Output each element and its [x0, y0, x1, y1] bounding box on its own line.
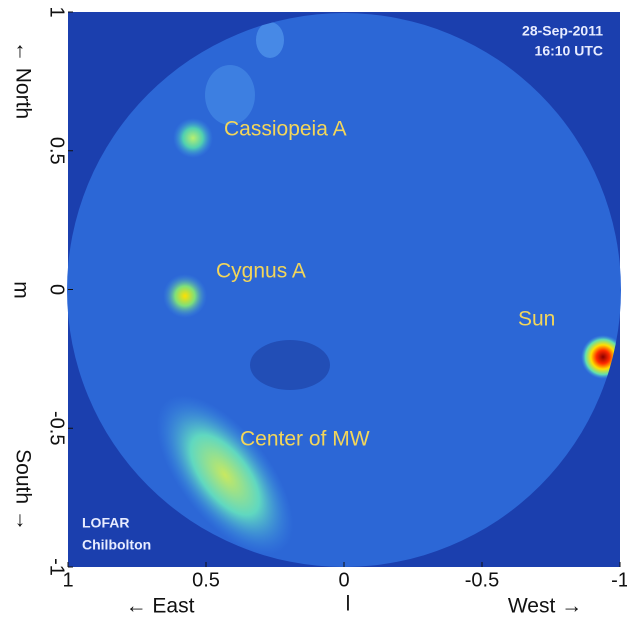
y-direction-bottom: South → [11, 449, 34, 531]
y-tick-label: -1 [46, 558, 68, 576]
time: 16:10 UTC [535, 43, 603, 59]
x-axis-label: l [346, 593, 351, 616]
instrument: LOFAR [82, 515, 129, 531]
x-direction-left: ← East [126, 595, 195, 618]
y-direction-top: ← North [11, 41, 34, 119]
source-label: Center of MW [240, 428, 370, 451]
y-tick-label: 0.5 [46, 137, 68, 165]
source-label: Sun [518, 308, 555, 331]
y-tick-label: 1 [46, 6, 68, 17]
chart: 28-Sep-2011 16:10 UTC LOFAR Chilbolton C… [0, 0, 627, 622]
site: Chilbolton [82, 537, 151, 553]
x-tick-label: 0 [338, 569, 349, 591]
y-tick-label: -0.5 [46, 411, 68, 445]
date: 28-Sep-2011 [522, 23, 603, 39]
sky-image [67, 12, 625, 578]
y-axis-label: m [9, 281, 32, 299]
y-tick-label: 0 [46, 284, 68, 295]
x-direction-right: West → [508, 595, 582, 618]
x-tick-label: 0.5 [192, 569, 220, 591]
source-label: Cygnus A [216, 260, 306, 283]
x-tick-label: -0.5 [465, 569, 499, 591]
source-label: Cassiopeia A [224, 118, 347, 141]
x-tick-label: -1 [611, 569, 627, 591]
